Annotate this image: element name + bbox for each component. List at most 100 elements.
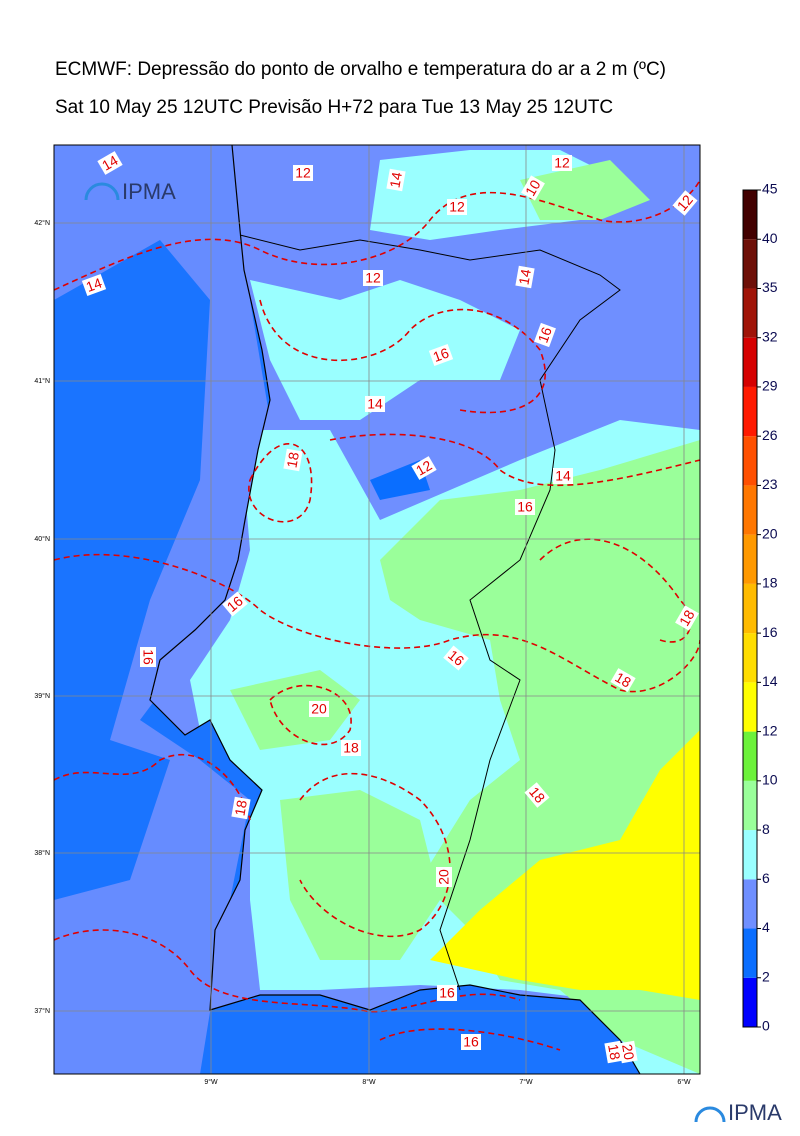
colorbar-segment [743,337,757,387]
colorbar-tick-label: 8 [762,821,770,837]
colorbar-segment [743,386,757,437]
border [239,234,621,991]
footer-logo-icon [694,1106,726,1123]
contour-label: 14 [553,468,573,484]
contour-label-text: 12 [295,165,311,181]
contour-label: 16 [534,322,556,348]
colorbar-segment [743,682,757,732]
contour-label: 18 [524,782,550,808]
contour-label-bg [437,985,457,1001]
contour-label-text: 14 [515,268,533,286]
contour-label-text: 12 [554,155,570,171]
contour-label-text: 12 [449,199,465,215]
contour-label-text: 20 [311,701,327,717]
lat-label: 38°N [34,849,50,857]
map: 14 12 14 12 10 12 12 14 12 14 16 16 14 12 18 14 16 16 16 16… [54,145,700,1074]
contour-label-bg [293,165,313,181]
contour-label-bg [534,322,556,348]
contour-label: 20 [436,867,452,887]
contour-label-bg [524,782,550,808]
contour-label: 18 [231,796,251,820]
colorbar-segment [743,436,757,486]
contour-label-text: 16 [535,325,555,345]
contour-label: 16 [443,645,469,671]
contour-label-text: 16 [140,649,156,665]
contour-label-text: 16 [517,499,533,515]
colorbar-segment [743,830,757,880]
contour-label: 12 [293,165,313,181]
contour-label-bg [461,1034,481,1050]
contour-label-text: 18 [605,1043,623,1061]
footer-logo: IPMA [728,1100,782,1125]
colorbar-tick-label: 4 [762,919,770,935]
lat-label: 42°N [34,219,50,227]
lon-label: 6°W [677,1078,691,1086]
contour-label-text: 16 [463,1034,479,1050]
contour-label: 10 [521,175,545,201]
contour-labels: 14 12 14 12 10 12 12 14 12 14 16 16 14 12 18 14 16 16 16 16… [81,151,699,1064]
contour-label: 14 [365,396,385,412]
contour-label: 12 [552,155,572,171]
contour-label-text: 18 [343,740,359,756]
contour-label: 16 [428,344,454,366]
contour-label: 20 [309,701,329,717]
contour-label-text: 14 [99,152,121,174]
contour-label-bg [386,168,406,192]
contour-label-bg [443,645,469,671]
contour-label-bg [222,591,248,617]
contour-label-text: 18 [676,607,698,629]
colorbar-tick-label: 10 [762,772,778,788]
contour-label-text: 14 [555,468,571,484]
contour-label-text: 10 [522,177,544,199]
contour-label-bg [411,456,437,480]
lon-label: 9°W [204,1078,218,1086]
contour-label: 16 [515,499,535,515]
subtitle: Sat 10 May 25 12UTC Previsão H+72 para T… [55,97,613,118]
colorbar-tick-label: 14 [762,673,778,689]
colorbar-tick-label: 23 [762,476,778,492]
contour-label: 18 [341,740,361,756]
contour-label-bg [140,647,156,667]
contour-label: 18 [283,448,303,472]
contour-label-bg [675,605,699,631]
contour-label: 20 [618,1040,638,1064]
colorbar-tick-label: 32 [762,328,778,344]
contour-label-bg [81,274,107,296]
contour-label-text: 12 [413,457,435,479]
contour-label: 14 [81,274,107,296]
contour-label-text: 14 [386,171,404,189]
contour-label: 14 [386,168,406,192]
lat-label: 40°N [34,535,50,543]
colorbar-tick-label: 20 [762,525,778,541]
lat-label: 41°N [34,377,50,385]
map-logo-icon [84,182,120,201]
contour-label-bg [428,344,454,366]
contour-label-text: 20 [619,1043,637,1061]
contour-label-bg [553,468,573,484]
colorbar-segment [743,928,757,978]
colorbar-frame [742,189,758,1028]
contour-label-text: 20 [436,869,452,885]
colorbar-tick-label: 2 [762,968,770,984]
contour-label: 16 [461,1034,481,1050]
contour-label-text: 18 [231,799,249,817]
title: ECMWF: Depressão do ponto de orvalho e t… [55,59,666,80]
colorbar-segment [743,190,757,240]
colorbar-segment [743,780,757,831]
colorbar-segment [743,534,757,584]
contour-label-bg [515,499,535,515]
colorbar-tick-label: 29 [762,378,778,394]
colorbar-tick-label: 0 [762,1018,770,1034]
contour-label: 14 [97,151,123,175]
land [150,145,700,1074]
colorbar-segment [743,633,757,683]
contour-label: 12 [363,270,383,286]
colorbar-segment [743,239,757,289]
colorbar-tick-label: 45 [762,181,778,197]
colorbar-segment [743,288,757,338]
contour-label-bg [672,190,698,216]
contour-label-text: 14 [367,396,383,412]
contour-label: 12 [447,199,467,215]
colorbar-segment [743,879,757,929]
